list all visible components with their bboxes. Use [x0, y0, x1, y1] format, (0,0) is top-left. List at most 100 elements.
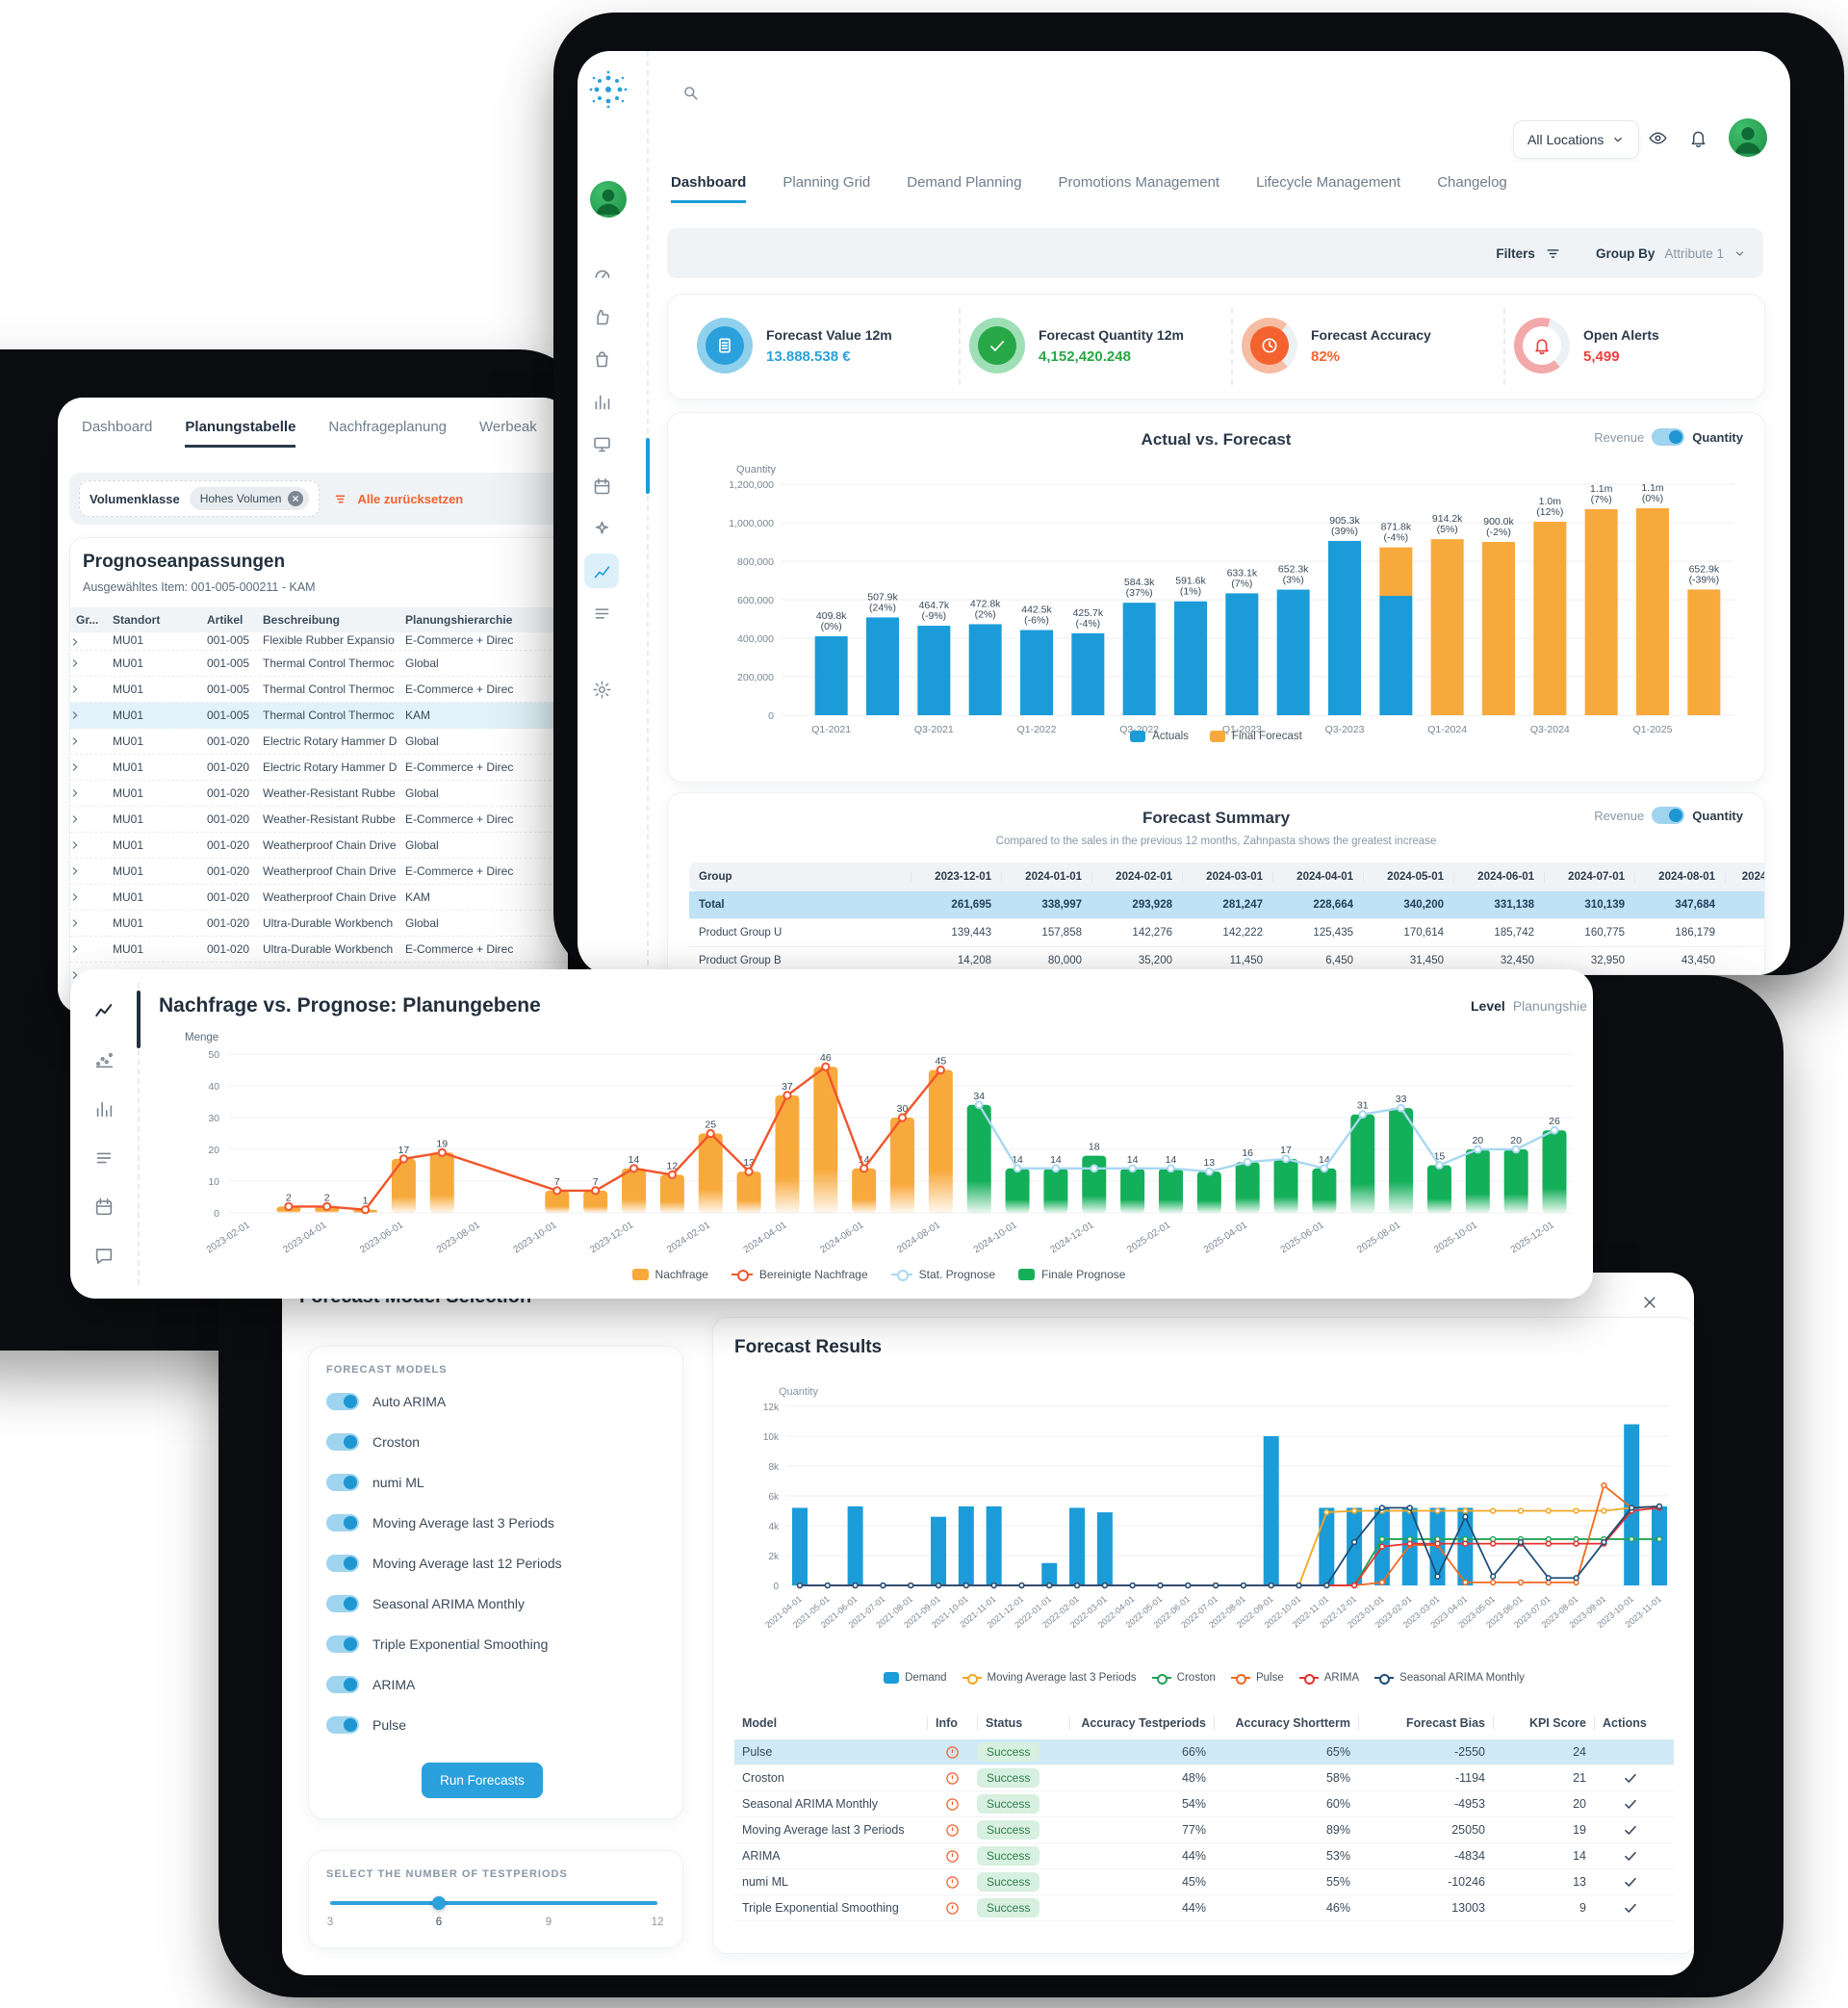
tab-planning-grid[interactable]: Planning Grid — [783, 174, 871, 191]
location-selector[interactable]: All Locations — [1513, 120, 1640, 159]
info-icon[interactable] — [927, 1823, 977, 1838]
group-by-value[interactable]: Attribute 1 — [1664, 245, 1724, 261]
sidebar-item-chart-line[interactable] — [584, 553, 619, 588]
filter-chip[interactable]: Hohes Volumen — [189, 487, 310, 510]
row-expand-chevron[interactable] — [70, 892, 107, 902]
row-expand-chevron[interactable] — [70, 788, 107, 798]
tab-promotions-management[interactable]: Promotions Management — [1058, 174, 1220, 191]
row-expand-chevron[interactable] — [70, 814, 107, 824]
tab-dashboard[interactable]: Dashboard — [82, 419, 153, 435]
info-icon[interactable] — [927, 1875, 977, 1890]
results-row[interactable]: ARIMA Success 44% 53% -4834 14 — [734, 1843, 1674, 1869]
toggle-switch[interactable] — [1652, 428, 1685, 446]
tab-changelog[interactable]: Changelog — [1437, 174, 1507, 191]
sidebar-item-gauge[interactable] — [584, 257, 619, 292]
model-toggle-moving-average-last-12-periods[interactable] — [326, 1555, 359, 1572]
actions-cell[interactable] — [1594, 1848, 1666, 1864]
run-forecasts-button[interactable]: Run Forecasts — [422, 1763, 543, 1798]
sidebar-item-settings[interactable] — [584, 672, 619, 707]
info-icon[interactable] — [927, 1771, 977, 1786]
testperiods-slider-knob[interactable] — [432, 1896, 446, 1910]
modal-close-button[interactable] — [1641, 1294, 1658, 1316]
row-expand-chevron[interactable] — [70, 918, 107, 928]
visibility-button[interactable] — [1648, 128, 1668, 153]
model-toggle-auto-arima[interactable] — [326, 1393, 359, 1410]
results-row[interactable]: Seasonal ARIMA Monthly Success 54% 60% -4953… — [734, 1791, 1674, 1817]
table-row[interactable]: MU01 001-020 Weather-Resistant Rubbe E-Comm… — [70, 807, 568, 833]
sidebar-item-shopping-bag[interactable] — [584, 342, 619, 376]
results-row[interactable]: Pulse Success 66% 65% -2550 24 — [734, 1739, 1674, 1765]
actions-cell[interactable] — [1594, 1770, 1666, 1786]
row-expand-chevron[interactable] — [70, 840, 107, 850]
model-toggle-seasonal-arima-monthly[interactable] — [326, 1595, 359, 1612]
model-toggle-arima[interactable] — [326, 1676, 359, 1693]
model-toggle-croston[interactable] — [326, 1433, 359, 1451]
row-expand-chevron[interactable] — [70, 684, 107, 694]
filters-label[interactable]: Filters — [1496, 245, 1535, 261]
sidebar-item-bar-chart[interactable] — [584, 384, 619, 419]
table-row[interactable]: MU01 001-005 Thermal Control Thermoc E-Comm… — [70, 677, 568, 703]
sidebar-item-sparkle[interactable] — [584, 511, 619, 546]
tab-lifecycle-management[interactable]: Lifecycle Management — [1256, 174, 1401, 191]
info-icon[interactable] — [927, 1797, 977, 1812]
testperiods-slider-track[interactable] — [330, 1901, 657, 1905]
sidebar-item-thumbs-up[interactable] — [584, 299, 619, 334]
table-row[interactable]: MU01 001-020 Electric Rotary Hammer D E-Com… — [70, 755, 568, 781]
chart-nav-scatter[interactable] — [90, 1045, 118, 1074]
summary-row[interactable]: Product Group U 139,443 157,858 142,276 142,… — [689, 919, 1764, 947]
sidebar-item-monitor[interactable] — [584, 426, 619, 461]
table-row[interactable]: MU01 001-020 Electric Rotary Hammer D Globa… — [70, 729, 568, 755]
notifications-button[interactable] — [1688, 128, 1708, 153]
table-row[interactable]: MU01 001-020 Weatherproof Chain Drive E-Com… — [70, 859, 568, 885]
reset-filter-icon[interactable] — [333, 491, 349, 507]
testperiods-tick-label[interactable]: 3 — [326, 1917, 334, 1928]
chart-nav-calendar[interactable] — [90, 1193, 118, 1222]
table-row[interactable]: MU01 001-020 Ultra-Durable Workbench E-Comm… — [70, 937, 568, 963]
toggle-left-label[interactable]: Revenue — [1594, 808, 1645, 823]
chart-nav-bar-chart[interactable] — [90, 1094, 118, 1123]
avatar[interactable] — [590, 181, 627, 218]
info-icon[interactable] — [927, 1901, 977, 1916]
testperiods-tick-label[interactable]: 9 — [545, 1917, 552, 1928]
table-row[interactable]: MU01 001-005 Thermal Control Thermoc KAM — [70, 703, 568, 729]
reset-all-button[interactable]: Alle zurücksetzen — [357, 491, 464, 506]
row-expand-chevron[interactable] — [70, 736, 107, 746]
results-row[interactable]: Triple Exponential Smoothing Success 44% 46… — [734, 1895, 1674, 1921]
model-toggle-pulse[interactable] — [326, 1716, 359, 1734]
chart-nav-chat[interactable] — [90, 1242, 118, 1271]
row-expand-chevron[interactable] — [70, 710, 107, 720]
results-row[interactable]: Croston Success 48% 58% -1194 21 — [734, 1765, 1674, 1791]
sidebar-item-calendar[interactable] — [584, 469, 619, 503]
table-row[interactable]: MU01 001-020 Weatherproof Chain Drive KAM — [70, 885, 568, 911]
testperiods-tick-label[interactable]: 12 — [651, 1917, 664, 1928]
tab-demand-planning[interactable]: Demand Planning — [907, 174, 1022, 191]
row-expand-chevron[interactable] — [70, 762, 107, 772]
toggle-switch[interactable] — [1652, 807, 1685, 824]
model-toggle-numi-ml[interactable] — [326, 1474, 359, 1491]
results-row[interactable]: numi ML Success 45% 55% -10246 13 — [734, 1869, 1674, 1895]
table-row[interactable]: MU01 001-020 Weather-Resistant Rubbe Global — [70, 781, 568, 807]
actions-cell[interactable] — [1594, 1822, 1666, 1838]
filter-icon[interactable] — [1545, 245, 1561, 262]
actions-cell[interactable] — [1594, 1796, 1666, 1812]
row-expand-chevron[interactable] — [70, 944, 107, 954]
search-input[interactable] — [681, 78, 710, 107]
row-expand-chevron[interactable] — [70, 637, 107, 650]
sidebar-item-list[interactable] — [584, 596, 619, 631]
chip-remove-button[interactable] — [288, 491, 304, 506]
tab-werbeak[interactable]: Werbeak — [479, 419, 537, 435]
info-icon[interactable] — [927, 1849, 977, 1864]
chevron-down-icon[interactable] — [1733, 247, 1746, 260]
table-row[interactable]: MU01 001-005 Thermal Control Thermoc Global — [70, 651, 568, 677]
tab-nachfrageplanung[interactable]: Nachfrageplanung — [328, 419, 448, 435]
row-expand-chevron[interactable] — [70, 658, 107, 668]
summary-row[interactable]: Total 261,695 338,997 293,928 281,247 228,664… — [689, 891, 1764, 919]
info-icon[interactable] — [927, 1745, 977, 1760]
chart-nav-trend[interactable] — [90, 996, 118, 1025]
level-selector[interactable]: Level Planungshie — [1471, 998, 1587, 1014]
tab-planungstabelle[interactable]: Planungstabelle — [185, 419, 296, 448]
toggle-right-label[interactable]: Quantity — [1692, 808, 1743, 823]
table-row[interactable]: MU01 001-020 Ultra-Durable Workbench Global — [70, 911, 568, 937]
actions-cell[interactable] — [1594, 1900, 1666, 1916]
toggle-right-label[interactable]: Quantity — [1692, 429, 1743, 445]
